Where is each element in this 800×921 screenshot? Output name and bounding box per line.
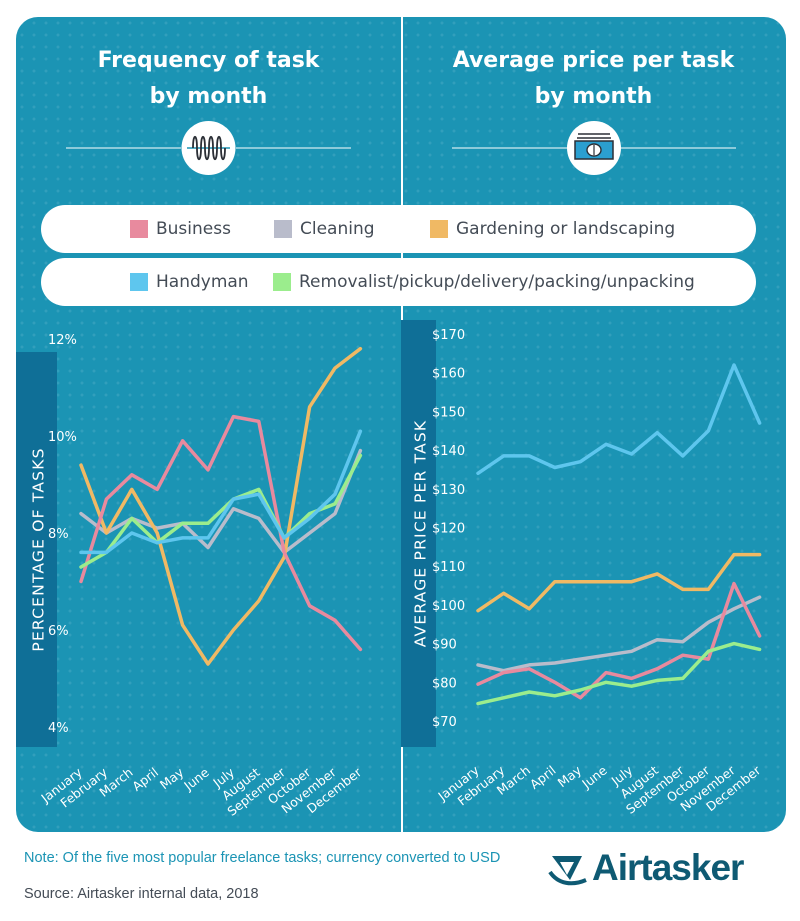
left-panel-title: Frequency of task by month bbox=[16, 43, 401, 115]
legend-item-gardening: Gardening or landscaping bbox=[430, 205, 675, 253]
left-title-line-2: by month bbox=[149, 84, 268, 109]
price-series-cleaning bbox=[476, 595, 762, 673]
price-ytick-label: $100 bbox=[432, 599, 465, 614]
price-xtick-label: May bbox=[555, 762, 585, 790]
price-ylabel: AVERAGE PRICE PER TASK bbox=[412, 420, 430, 648]
frequency-ylabel: PERCENTAGE OF TASKS bbox=[30, 447, 48, 651]
price-series-gardening-or-landscaping bbox=[476, 552, 762, 613]
price-ytick-label: $130 bbox=[432, 483, 465, 498]
legend-label-handyman: Handyman bbox=[156, 272, 249, 292]
price-ytick-label: $150 bbox=[432, 405, 465, 420]
price-ytick-label: $80 bbox=[432, 676, 457, 691]
price-chart: AVERAGE PRICE PER TASK $70 $80 $90 $100 $110 $… bbox=[401, 320, 764, 817]
legend-swatch-removalist bbox=[273, 273, 291, 291]
frequency-ytick-label: 10% bbox=[48, 430, 77, 445]
right-title-line-1: Average price per task bbox=[452, 48, 735, 73]
frequency-axis-band bbox=[16, 352, 57, 747]
right-title-line-2: by month bbox=[534, 84, 653, 109]
legend-item-handyman: Handyman bbox=[130, 258, 249, 306]
airtasker-logo-mark bbox=[548, 856, 587, 886]
legend-label-gardening: Gardening or landscaping bbox=[456, 219, 676, 239]
cash-icon bbox=[567, 121, 621, 175]
header-ornaments bbox=[66, 121, 736, 175]
legend-swatch-handyman bbox=[130, 273, 148, 291]
frequency-series-business bbox=[79, 414, 363, 652]
price-ytick-label: $160 bbox=[432, 367, 465, 382]
price-ytick-label: $140 bbox=[432, 444, 465, 459]
source-note: Source: Airtasker internal data, 2018 bbox=[24, 886, 259, 902]
price-series-business bbox=[476, 581, 762, 700]
waveform-icon bbox=[181, 121, 236, 175]
legend-swatch-cleaning bbox=[274, 220, 292, 238]
price-xtick-label: April bbox=[527, 763, 559, 792]
legend-row-2: Handyman Removalist/pickup/delivery/pack… bbox=[41, 258, 756, 306]
frequency-chart: PERCENTAGE OF TASKS4%6%8%10%12%JanuaryFe… bbox=[16, 333, 365, 819]
frequency-ytick-label: 4% bbox=[48, 721, 69, 736]
frequency-series-gardening-or-landscaping bbox=[79, 346, 363, 666]
frequency-ytick-label: 6% bbox=[48, 624, 69, 639]
frequency-ytick-label: 8% bbox=[48, 527, 69, 542]
legend-swatch-business bbox=[130, 220, 148, 238]
infographic-card: Frequency of task by month Average price… bbox=[16, 17, 786, 832]
legend-swatch-gardening bbox=[430, 220, 448, 238]
price-ytick-label: $120 bbox=[432, 522, 465, 537]
legend-item-removalist: Removalist/pickup/delivery/packing/unpac… bbox=[273, 258, 695, 306]
right-panel-title: Average price per task by month bbox=[401, 43, 786, 115]
price-ytick-label: $70 bbox=[432, 715, 457, 730]
legend-label-removalist: Removalist/pickup/delivery/packing/unpac… bbox=[299, 272, 695, 292]
frequency-ytick-label: 12% bbox=[48, 333, 77, 348]
legend-item-cleaning: Cleaning bbox=[274, 205, 375, 253]
frequency-series-handyman bbox=[79, 429, 363, 555]
legend-label-cleaning: Cleaning bbox=[300, 219, 375, 239]
price-ytick-label: $90 bbox=[432, 638, 457, 653]
price-series-removalist bbox=[476, 641, 762, 706]
price-series-handyman bbox=[476, 363, 762, 476]
price-axis-band bbox=[401, 320, 436, 747]
legend-item-business: Business bbox=[130, 205, 231, 253]
left-title-line-1: Frequency of task bbox=[97, 48, 320, 73]
frequency-series-cleaning bbox=[79, 448, 363, 555]
footnote: Note: Of the five most popular freelance… bbox=[24, 850, 501, 866]
price-xtick-label: June bbox=[578, 762, 610, 791]
brand-name: Airtasker bbox=[592, 847, 744, 888]
legend-label-business: Business bbox=[156, 219, 231, 239]
legend-row-1: Business Cleaning Gardening or landscapi… bbox=[41, 205, 756, 253]
price-ytick-label: $170 bbox=[432, 328, 465, 343]
price-ytick-label: $110 bbox=[432, 560, 465, 575]
